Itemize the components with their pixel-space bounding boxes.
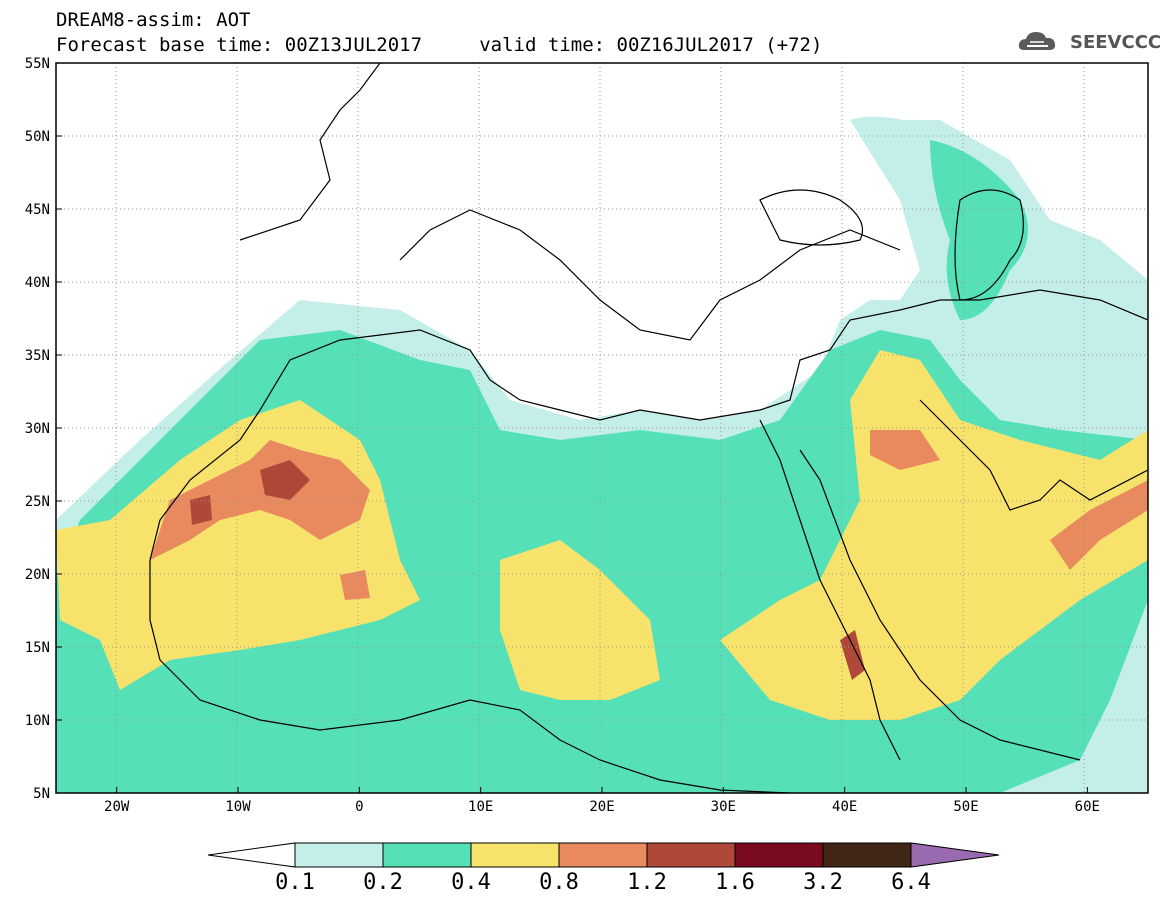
lon-tick-label: 20W — [104, 799, 130, 815]
aot-band-0.4-central — [500, 540, 660, 700]
aot-band-0.4-east — [720, 350, 1148, 720]
colorbar-level-label: 0.8 — [539, 870, 579, 895]
aot-band-0.8 — [150, 440, 370, 560]
latitude-tick-labels: 55N 50N 45N 40N 35N 30N 25N 20N 15N 10N 5N — [25, 56, 62, 802]
lat-tick-label: 50N — [25, 129, 50, 145]
forecast-time-line: Forecast base time: 00Z13JUL2017 valid t… — [56, 34, 823, 56]
lat-tick-label: 30N — [25, 421, 50, 437]
colorbar-cell — [470, 842, 560, 868]
colorbar-cell — [558, 842, 648, 868]
aot-band-0.2-caspian — [930, 140, 1028, 320]
colorbar-cell — [646, 842, 736, 868]
colorbar-level-label: 0.1 — [275, 870, 315, 895]
lon-tick-label: 40E — [832, 799, 857, 815]
colorbar — [207, 842, 1000, 868]
lat-tick-label: 10N — [25, 713, 50, 729]
lat-tick-label: 45N — [25, 202, 50, 218]
aot-band-0.8-oman — [1050, 480, 1148, 570]
lat-tick-label: 25N — [25, 494, 50, 510]
lon-tick-label: 0 — [355, 799, 363, 815]
map-title: DREAM8-assim: AOT — [56, 9, 251, 31]
aot-band-1.2-red-sea — [840, 630, 865, 680]
lon-tick-label: 10W — [225, 799, 251, 815]
aot-band-1.2 — [260, 460, 310, 500]
colorbar-cell — [382, 842, 472, 868]
lat-tick-label: 15N — [25, 640, 50, 656]
colorbar-cell — [734, 842, 824, 868]
lon-tick-label: 20E — [589, 799, 614, 815]
colorbar-cell — [822, 842, 912, 868]
colorbar-cell — [294, 842, 384, 868]
lat-tick-label: 5N — [33, 786, 50, 802]
aot-band-0.8-small — [340, 570, 370, 600]
lat-tick-label: 40N — [25, 275, 50, 291]
longitude-tick-labels: 20W 10W 0 10E 20E 30E 40E 50E 60E — [104, 787, 1100, 815]
colorbar-level-label: 0.4 — [451, 870, 491, 895]
seevccc-logo-text: SEEVCCC — [1070, 32, 1162, 53]
colorbar-arrow-high — [910, 842, 1000, 868]
aot-shading — [56, 116, 1148, 793]
lon-tick-label: 30E — [711, 799, 736, 815]
colorbar-arrow-low — [207, 842, 296, 868]
colorbar-level-label: 1.2 — [627, 870, 667, 895]
aot-band-0.8-gulf — [870, 430, 940, 470]
colorbar-level-label: 0.2 — [363, 870, 403, 895]
colorbar-level-label: 3.2 — [803, 870, 843, 895]
lon-tick-label: 50E — [953, 799, 978, 815]
cloud-icon — [1018, 32, 1056, 50]
lon-tick-label: 60E — [1075, 799, 1100, 815]
map-gridlines — [56, 63, 1148, 793]
lat-tick-label: 55N — [25, 56, 50, 72]
lon-tick-label: 10E — [468, 799, 493, 815]
aot-band-1.2-west — [190, 495, 212, 525]
lat-tick-label: 20N — [25, 567, 50, 583]
colorbar-level-label: 1.6 — [715, 870, 755, 895]
lat-tick-label: 35N — [25, 348, 50, 364]
coastlines — [149, 63, 1148, 793]
colorbar-level-label: 6.4 — [891, 870, 931, 895]
